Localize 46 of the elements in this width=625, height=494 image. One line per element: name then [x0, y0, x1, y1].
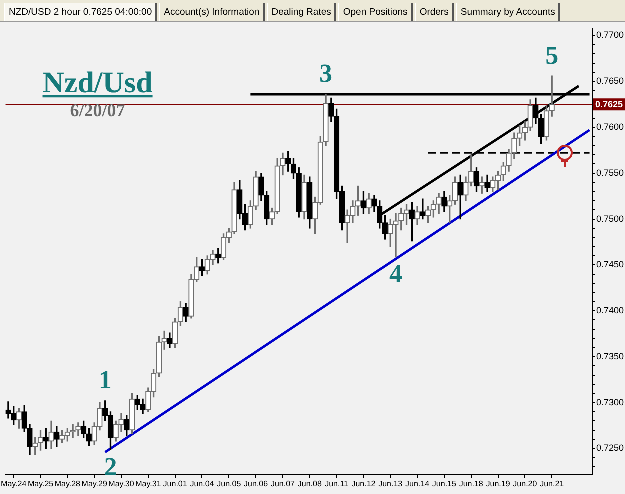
annotation: 3 — [320, 59, 333, 88]
x-tick-label: Jun.14 — [406, 479, 430, 488]
y-tick-label: 0.7700 — [596, 30, 624, 40]
x-tick-label: Jun.08 — [298, 479, 322, 488]
y-tick-label: 0.7300 — [596, 397, 624, 408]
y-tick-label: 0.7400 — [596, 306, 624, 316]
candlestick — [420, 198, 426, 220]
x-tick-label: Jun.06 — [244, 479, 269, 488]
y-tick-label: 0.7650 — [596, 76, 624, 86]
text: NZD/USD 2 hour 0.7625 04:00:00 — [9, 6, 152, 18]
x-tick-label: Jun.13 — [378, 479, 404, 488]
y-tick-label: 0.7500 — [596, 214, 624, 224]
text: Account(s) Information — [164, 6, 260, 18]
text: Open Positions — [343, 6, 408, 18]
x-tick-label: Jun.15 — [432, 479, 458, 488]
x-tick-label: Jun.21 — [540, 479, 565, 488]
text: Nzd/Usd — [42, 66, 154, 100]
text: Orders — [420, 6, 449, 18]
x-tick-label: Jun.05 — [217, 479, 242, 488]
x-tick-label: Jun.01 — [163, 479, 188, 488]
x-tick-label: Jun.18 — [459, 479, 484, 488]
annotation: 1 — [98, 366, 112, 395]
text: Summary by Accounts — [460, 6, 556, 18]
x-tick-label: May.24 — [1, 479, 28, 488]
x-tick-label: May.29 — [82, 479, 108, 488]
x-tick-label: May.30 — [108, 479, 135, 488]
x-tick-label: May.28 — [54, 479, 82, 488]
x-tick-label: May.25 — [28, 479, 54, 488]
y-tick-label: 0.7600 — [596, 122, 624, 132]
y-tick-label: 0.7550 — [596, 168, 624, 178]
text: Dealing Rates — [272, 6, 332, 18]
x-tick-label: Jun.11 — [325, 479, 350, 488]
annotation: 2 — [104, 452, 118, 482]
x-tick-label: Jun.04 — [190, 479, 215, 488]
x-tick-label: Jun.12 — [352, 479, 376, 488]
annotation: 4 — [390, 260, 403, 289]
y-tick-label: 0.7450 — [596, 260, 624, 270]
x-tick-label: May.31 — [136, 479, 162, 488]
annotation: 5 — [546, 40, 559, 70]
x-tick-label: Jun.19 — [486, 479, 511, 488]
y-tick-label: 0.7350 — [596, 351, 624, 362]
y-tick-label: 0.7250 — [596, 443, 624, 454]
ref-line-label: 0.7625 — [595, 100, 624, 110]
x-tick-label: Jun.07 — [270, 479, 296, 488]
text: 6/20/07 — [70, 100, 126, 120]
x-tick-label: Jun.20 — [513, 479, 538, 488]
